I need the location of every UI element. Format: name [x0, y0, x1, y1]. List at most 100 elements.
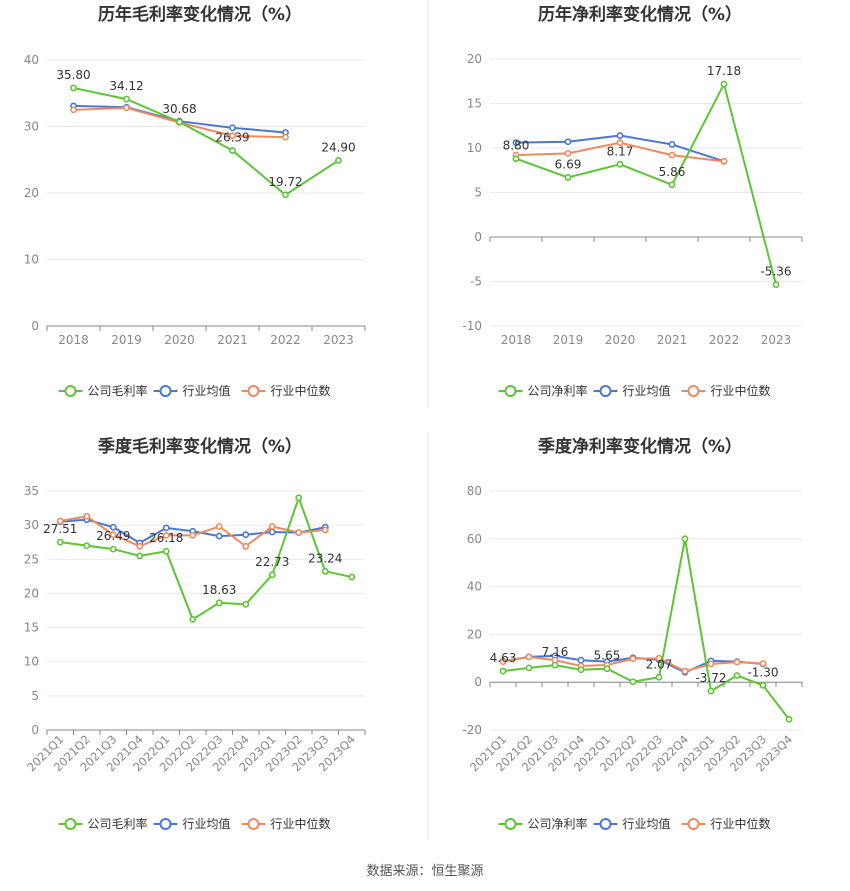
x-tick-label: 2019	[553, 333, 584, 347]
data-point	[176, 118, 183, 126]
data-point	[83, 512, 91, 520]
data-point	[70, 106, 77, 114]
legend-item-company: 公司毛利率	[58, 383, 148, 398]
data-point	[215, 599, 223, 607]
data-point	[616, 160, 624, 168]
data-label: 7.16	[542, 645, 569, 659]
series-industry-median	[512, 139, 728, 165]
data-point	[70, 84, 77, 92]
y-tick-label: 0	[474, 230, 482, 244]
data-point	[83, 542, 91, 550]
data-point	[229, 124, 236, 132]
legend-swatch-marker	[159, 385, 172, 397]
data-point	[525, 653, 533, 661]
y-tick-label: 10	[467, 141, 482, 155]
legend-swatch-marker	[599, 818, 612, 830]
data-point	[136, 552, 144, 560]
y-tick-label: -20	[462, 723, 482, 737]
data-label: 26.49	[96, 529, 130, 543]
legend-label: 公司净利率	[528, 383, 588, 398]
x-tick-label: 2021	[657, 333, 688, 347]
y-tick-label: 15	[467, 97, 482, 111]
series-company	[70, 84, 342, 199]
data-label: 18.63	[202, 583, 236, 597]
legend-swatch-marker	[687, 385, 700, 397]
data-label: 5.65	[594, 649, 621, 663]
data-point	[242, 542, 250, 550]
legend-label: 行业均值	[623, 816, 671, 831]
legend-label: 行业中位数	[711, 816, 771, 831]
data-point	[525, 664, 533, 672]
legend-swatch-marker	[504, 385, 517, 397]
data-point	[109, 523, 117, 531]
legend-swatch-marker	[159, 818, 172, 830]
x-tick-label: 2022	[270, 333, 301, 347]
data-label: 6.69	[555, 157, 582, 171]
chart-title: 历年净利率变化情况（%）	[538, 4, 742, 25]
series-line	[515, 81, 777, 285]
series-line	[73, 86, 340, 197]
y-tick-label: 20	[24, 586, 39, 600]
data-label: -3.72	[695, 671, 726, 685]
data-point	[655, 673, 663, 681]
legend-swatch-marker	[504, 818, 517, 830]
legend-item-industry-avg: 行业均值	[593, 383, 671, 398]
data-label: 17.18	[707, 64, 741, 78]
data-label: 24.90	[321, 140, 355, 154]
data-point	[321, 526, 329, 534]
y-tick-label: 5	[474, 186, 482, 200]
y-tick-label: 10	[24, 655, 39, 669]
y-tick-label: 5	[31, 689, 39, 703]
x-tick-label: 2022	[709, 333, 740, 347]
legend-item-industry-median: 行业中位数	[681, 383, 771, 398]
data-label: 22.73	[255, 555, 289, 569]
data-point	[321, 567, 329, 575]
data-point	[564, 174, 572, 181]
data-point	[56, 538, 64, 546]
legend-item-company: 公司净利率	[498, 816, 588, 831]
series-industry-median	[499, 653, 767, 675]
data-point	[668, 141, 676, 148]
data-label: 8.80	[503, 139, 530, 153]
legend-item-industry-avg: 行业均值	[153, 816, 231, 831]
data-label: 30.68	[162, 102, 196, 116]
data-point	[499, 658, 507, 666]
legend: 公司毛利率 行业均值 行业中位数	[58, 816, 331, 831]
data-point	[733, 672, 741, 679]
data-point	[348, 573, 356, 581]
data-point	[720, 157, 728, 165]
data-point	[564, 138, 572, 146]
data-label: 4.63	[490, 651, 517, 665]
data-label: 26.18	[149, 531, 183, 545]
data-point	[512, 155, 520, 163]
data-point	[759, 681, 767, 689]
x-tick-label: 2018	[58, 333, 89, 347]
data-point	[109, 545, 117, 553]
series-company	[512, 80, 780, 289]
chart-panel-2: 历年净利率变化情况（%） -10 -5 0 5 10 15 20 2018 2019 2020 202…	[462, 4, 803, 398]
data-point	[189, 615, 197, 623]
series-company	[499, 535, 793, 723]
data-point	[229, 132, 236, 140]
data-point	[577, 666, 585, 674]
data-label: 2.07	[646, 657, 673, 671]
x-tick-label: 2020	[164, 333, 195, 347]
data-point	[162, 531, 170, 539]
series-company	[56, 494, 356, 623]
legend-item-industry-median: 行业中位数	[681, 816, 771, 831]
legend-swatch-marker	[247, 818, 260, 830]
x-tick-label: 2019	[111, 333, 142, 347]
data-point	[616, 132, 624, 139]
chart-panel-1: 历年毛利率变化情况（%） 0 10 20 30 40 2018 2019 2020 2021 202…	[24, 4, 366, 398]
data-point	[551, 661, 559, 669]
data-label: -1.30	[747, 665, 778, 679]
legend: 公司净利率 行业均值 行业中位数	[498, 816, 771, 831]
data-point	[136, 542, 144, 550]
data-point	[564, 149, 572, 157]
data-point	[603, 665, 611, 673]
legend-item-industry-avg: 行业均值	[153, 383, 231, 398]
data-point	[56, 517, 64, 525]
data-point	[772, 281, 780, 289]
legend-swatch-marker	[687, 818, 700, 830]
y-tick-label: 0	[31, 723, 39, 737]
